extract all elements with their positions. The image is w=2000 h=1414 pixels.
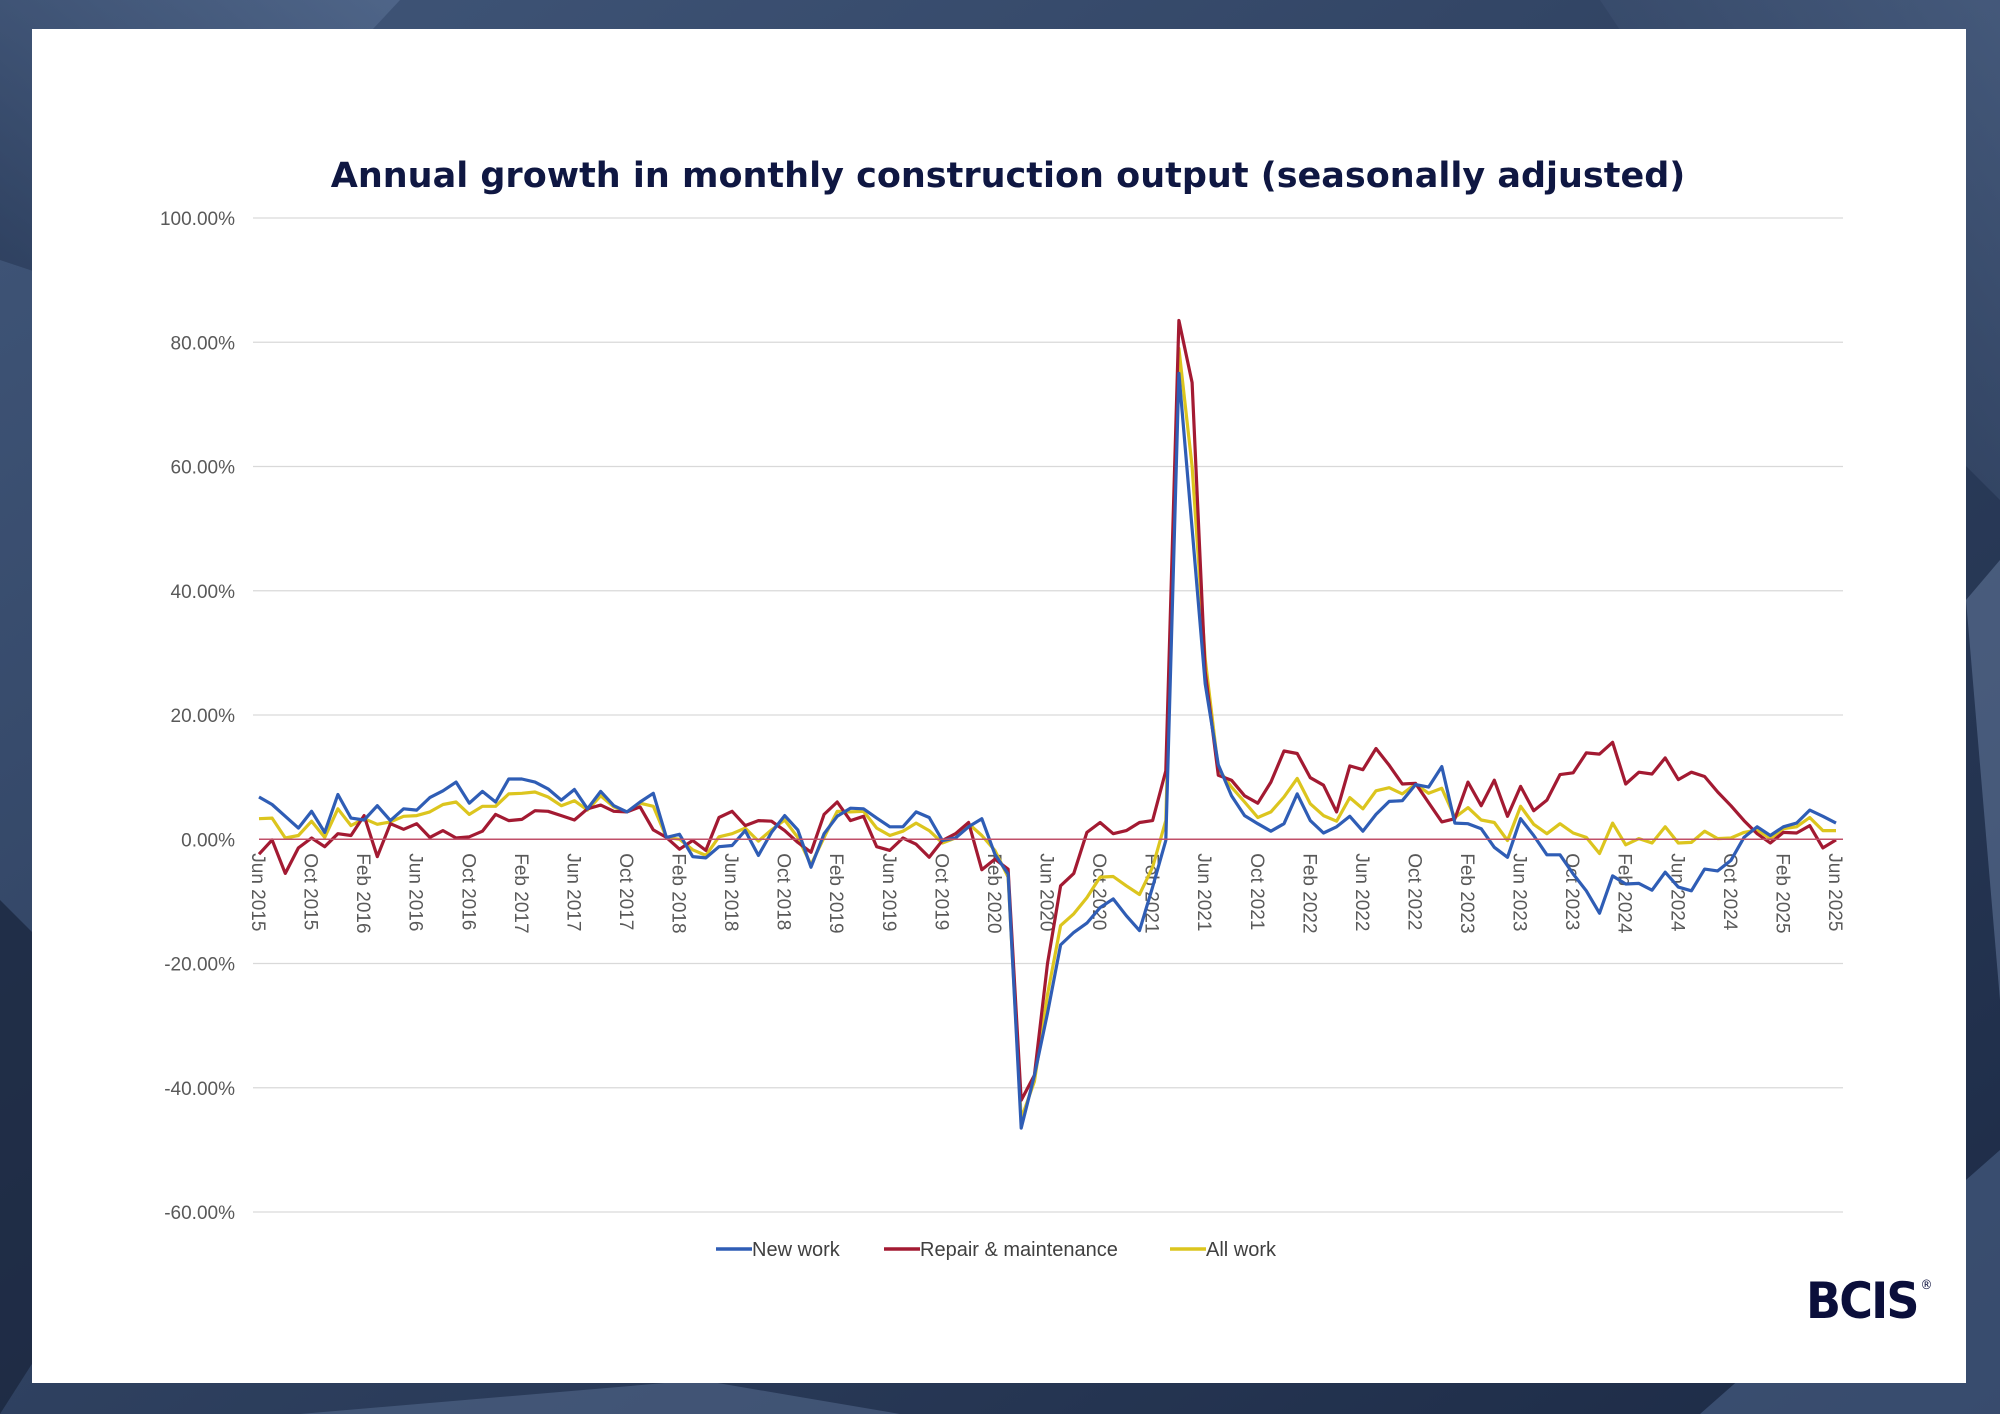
x-tick-label: Feb 2017 [510,853,531,933]
x-tick-label: Oct 2016 [457,853,478,930]
chart-title: Annual growth in monthly construction ou… [331,156,1686,196]
logo-text: BCIS [1806,1272,1920,1330]
x-tick-label: Feb 2024 [1614,853,1635,934]
legend-label: New work [752,1239,841,1261]
bcis-logo: BCIS ® [1806,1272,1933,1330]
x-tick-label: Feb 2019 [825,853,846,933]
legend-label: Repair & maintenance [920,1239,1118,1261]
x-tick-label: Jun 2016 [405,853,426,931]
legend-label: All work [1206,1239,1277,1261]
x-tick-label: Jun 2020 [1036,853,1057,931]
chart-panel [32,29,1966,1383]
x-tick-label: Feb 2020 [983,853,1004,933]
series-lines [257,318,1843,1130]
gridlines [253,217,1843,1213]
x-tick-label: Oct 2017 [615,853,636,930]
series-line-all-work [258,346,1836,1121]
x-tick-label: Feb 2016 [352,853,373,933]
legend: New work Repair & maintenance All work [716,1239,1277,1261]
series-line-repair-maintenance [257,318,1837,1102]
x-tick-label: Jun 2017 [562,853,583,931]
y-tick-label: 100.00% [160,209,235,230]
x-tick-label: Oct 2024 [1719,853,1740,931]
x-tick-label: Oct 2023 [1561,853,1582,930]
y-axis-labels: 100.00% 80.00% 60.00% 40.00% 20.00% 0.00% -20.… [160,209,235,1224]
x-tick-label: Feb 2023 [1456,853,1477,933]
x-tick-label: Feb 2022 [1298,853,1319,933]
x-tick-label: Oct 2021 [1246,853,1267,930]
x-tick-label: Oct 2020 [1088,853,1109,930]
y-tick-label: -40.00% [164,1079,235,1100]
series-line-new-work [258,371,1837,1130]
y-tick-label: -60.00% [164,1203,235,1224]
x-tick-label: Jun 2019 [878,853,899,931]
x-tick-label: Feb 2025 [1771,853,1792,933]
x-tick-label: Jun 2023 [1509,853,1530,931]
x-tick-label: Jun 2024 [1666,853,1687,932]
y-tick-label: 0.00% [181,830,235,851]
registered-mark: ® [1920,1278,1933,1293]
x-tick-label: Feb 2018 [668,853,689,933]
y-tick-label: -20.00% [164,955,235,976]
x-tick-label: Oct 2019 [930,853,951,930]
y-tick-label: 40.00% [171,582,236,603]
y-tick-label: 60.00% [171,458,236,479]
x-tick-label: Jun 2018 [720,853,741,931]
x-tick-label: Oct 2018 [773,853,794,930]
x-tick-label: Jun 2021 [1193,853,1214,931]
y-tick-label: 80.00% [171,333,236,354]
y-tick-label: 20.00% [171,706,236,727]
x-tick-label: Jun 2025 [1824,853,1845,931]
x-axis-labels: Jun 2015 Oct 2015 Feb 2016 Jun 2016 Oct 2016… [247,853,1845,934]
x-tick-label: Jun 2022 [1351,853,1372,931]
x-tick-label: Jun 2015 [247,853,268,931]
x-tick-label: Oct 2022 [1403,853,1424,930]
x-tick-label: Oct 2015 [300,853,321,930]
